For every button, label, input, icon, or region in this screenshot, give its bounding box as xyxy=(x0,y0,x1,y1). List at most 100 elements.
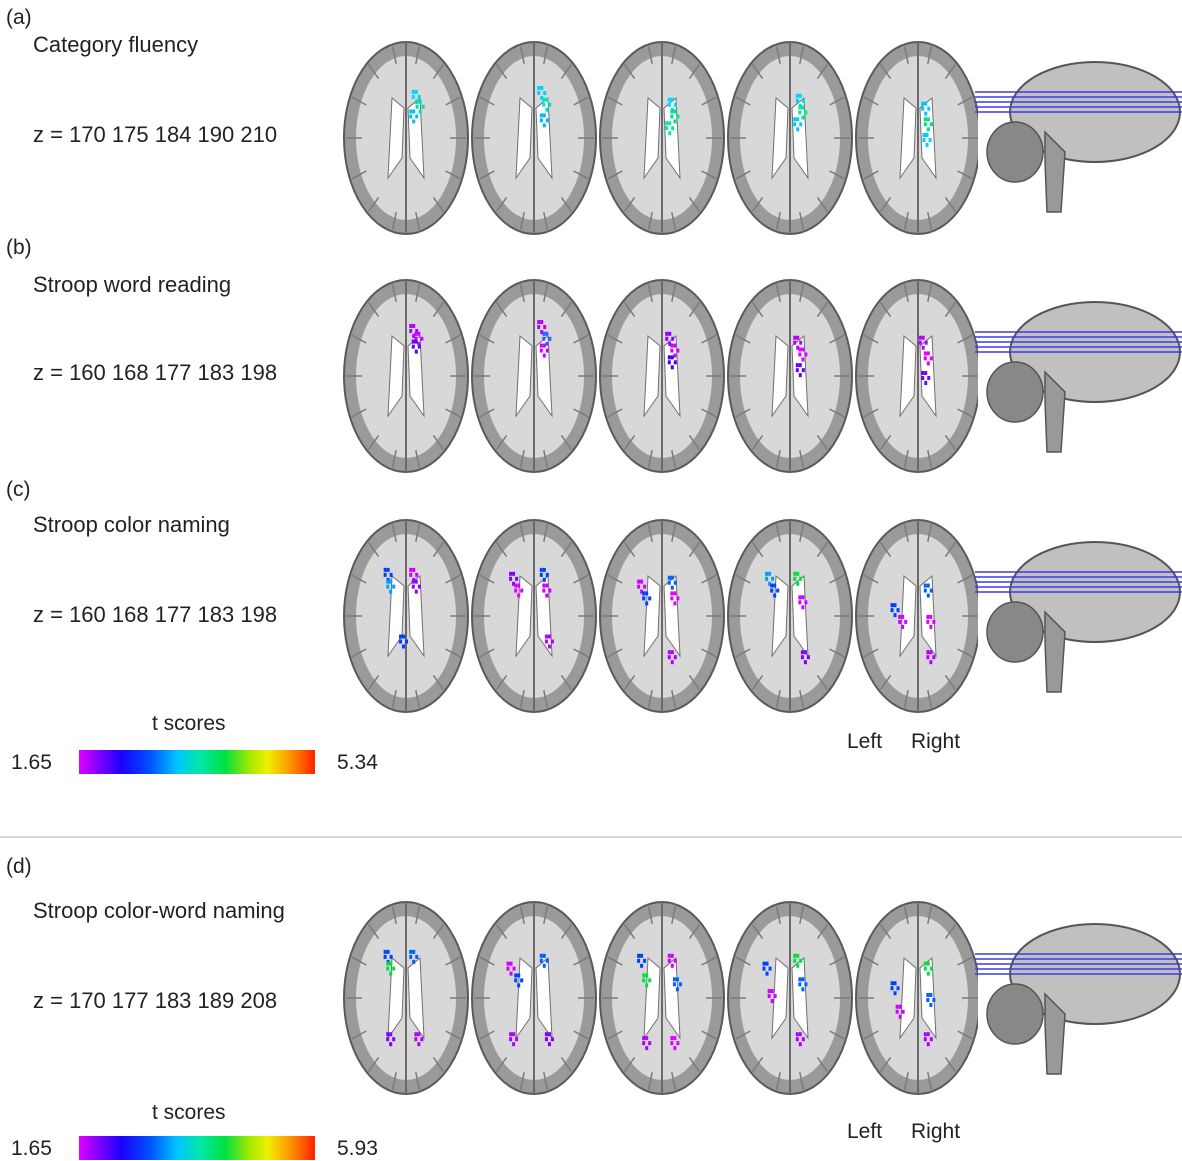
ventricle-left xyxy=(771,96,789,180)
activation-voxel xyxy=(773,994,777,999)
sulcus xyxy=(829,334,845,344)
activation-voxel xyxy=(804,352,808,357)
activation-voxel xyxy=(411,584,415,589)
activation-voxel xyxy=(673,655,677,660)
activation-voxel xyxy=(414,589,418,594)
sulcus xyxy=(879,1056,892,1072)
sulcus xyxy=(623,434,636,450)
activation-voxel xyxy=(798,110,802,115)
activation-voxel xyxy=(673,958,677,963)
activation-voxel xyxy=(923,588,927,593)
axial-slice xyxy=(727,901,853,1095)
sulcus xyxy=(391,211,397,230)
sulcus xyxy=(560,64,573,80)
sulcus xyxy=(560,924,573,940)
sulcus xyxy=(432,196,445,212)
activation-voxel xyxy=(415,954,419,959)
activation-voxel xyxy=(414,336,418,341)
activation-voxel xyxy=(540,85,544,90)
sulcus xyxy=(927,46,933,65)
right-label: Right xyxy=(911,1120,961,1143)
activation-voxel xyxy=(893,613,897,618)
activation-voxel xyxy=(801,368,805,373)
activation-voxel xyxy=(921,106,925,111)
activation-voxel xyxy=(540,330,544,335)
activation-voxel xyxy=(796,117,800,122)
activation-voxel xyxy=(673,601,677,606)
activation-voxel xyxy=(545,583,549,588)
activation-voxel xyxy=(640,953,644,958)
activation-voxel xyxy=(537,90,541,95)
activation-voxel xyxy=(923,122,927,127)
sulcus xyxy=(927,284,933,303)
sulcus xyxy=(863,96,879,106)
activation-voxel xyxy=(678,982,682,987)
sulcus xyxy=(560,302,573,318)
sulcus xyxy=(519,284,525,303)
activation-voxel xyxy=(412,949,416,954)
activation-voxel xyxy=(890,603,894,608)
sulcus xyxy=(573,1030,589,1040)
activation-voxel xyxy=(673,580,677,585)
activation-voxel xyxy=(509,971,513,976)
ventricle-left xyxy=(515,956,533,1040)
activation-voxel xyxy=(929,966,933,971)
colorbar-min: 1.65 xyxy=(11,1137,52,1160)
sulcus xyxy=(701,334,717,344)
activation-voxel xyxy=(926,971,930,976)
activation-voxel xyxy=(550,639,554,644)
sulcus xyxy=(432,1056,445,1072)
activation-voxel xyxy=(765,971,769,976)
activation-voxel xyxy=(768,571,772,576)
activation-voxel xyxy=(544,1032,548,1037)
sulcus xyxy=(560,434,573,450)
sulcus xyxy=(519,211,525,230)
activation-voxel xyxy=(798,600,802,605)
activation-voxel xyxy=(799,122,803,127)
sulcus xyxy=(944,542,957,558)
activation-voxel xyxy=(901,614,905,619)
left-label: Left xyxy=(847,1120,883,1143)
sulcus xyxy=(927,689,933,708)
activation-voxel xyxy=(512,1032,516,1037)
ventricle-left xyxy=(899,96,917,180)
sulcus xyxy=(623,64,636,80)
activation-voxel xyxy=(667,97,671,102)
sulcus xyxy=(903,284,909,303)
activation-voxel xyxy=(542,113,546,118)
activation-voxel xyxy=(409,954,413,959)
sulcus xyxy=(944,302,957,318)
sulcus xyxy=(816,302,829,318)
sulcus xyxy=(367,924,380,940)
sulcus xyxy=(688,196,701,212)
sulcus xyxy=(688,302,701,318)
activation-voxel xyxy=(539,343,543,348)
sulcus xyxy=(607,334,623,344)
sulcus xyxy=(573,648,589,658)
activation-voxel xyxy=(667,102,671,107)
activation-voxel xyxy=(506,966,510,971)
activation-voxel xyxy=(417,1042,421,1047)
sulcus xyxy=(671,211,677,230)
colorbar-title: t scores xyxy=(152,712,226,735)
cerebellum xyxy=(986,361,1044,423)
activation-voxel xyxy=(926,961,930,966)
activation-voxel xyxy=(793,122,797,127)
activation-voxel xyxy=(670,355,674,360)
sulcus xyxy=(560,196,573,212)
sulcus xyxy=(735,956,751,966)
sulcus xyxy=(623,674,636,690)
activation-voxel xyxy=(929,588,933,593)
sulcus xyxy=(479,1030,495,1040)
sulcus xyxy=(543,1071,549,1090)
activation-voxel xyxy=(412,567,416,572)
activation-voxel xyxy=(673,343,677,348)
activation-voxel xyxy=(411,94,415,99)
sulcus xyxy=(445,648,461,658)
sulcus xyxy=(957,334,973,344)
activation-voxel xyxy=(929,1037,933,1042)
activation-voxel xyxy=(798,373,802,378)
sulcus xyxy=(391,689,397,708)
axial-slice xyxy=(599,519,725,713)
activation-voxel xyxy=(642,591,646,596)
